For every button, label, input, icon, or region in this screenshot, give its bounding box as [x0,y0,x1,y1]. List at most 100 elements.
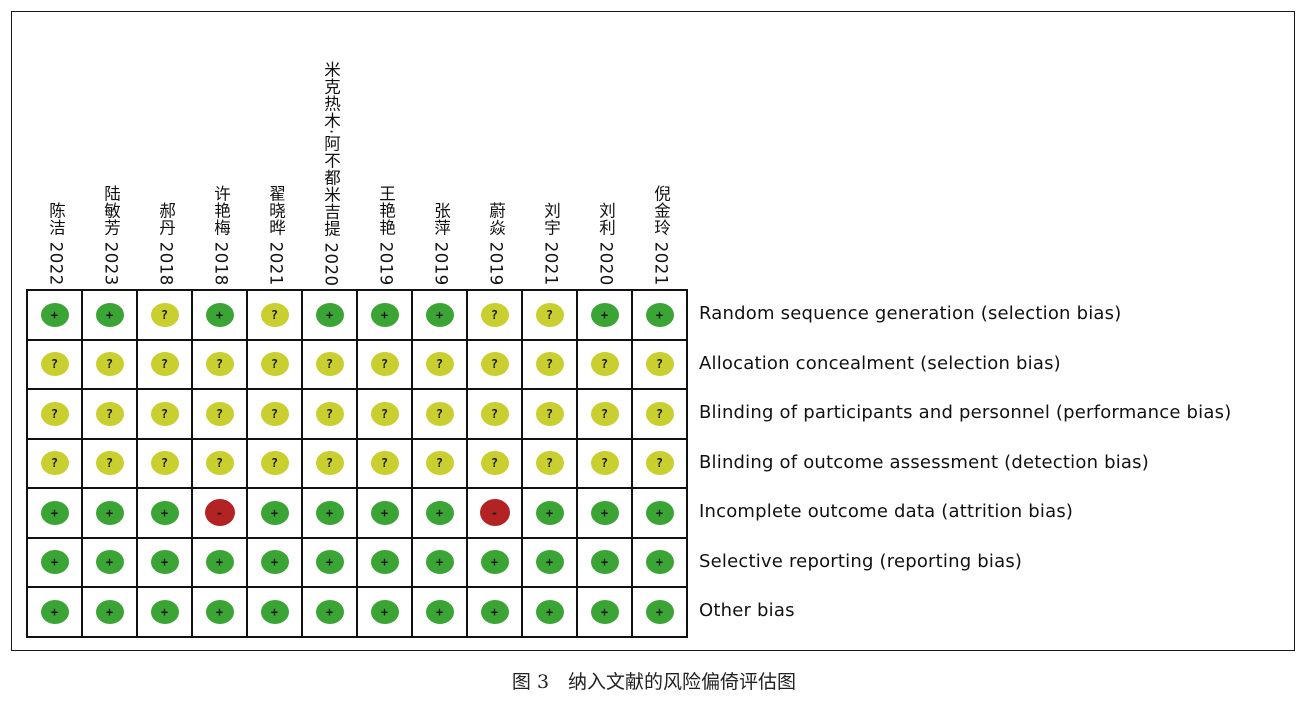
grid-cell: ? [413,340,468,390]
grid-cell: ? [248,291,303,341]
grid-cell: ? [28,340,83,390]
unclear-risk-dot: ? [205,451,234,476]
grid-cell: ? [83,340,138,390]
unclear-risk-dot: ? [315,401,344,426]
unclear-risk-dot: ? [260,401,289,426]
grid-cell: ? [138,439,193,489]
unclear-risk-dot: ? [370,352,399,377]
grid-cell: ? [413,439,468,489]
grid-cell: + [303,538,358,588]
unclear-risk-dot: ? [150,302,179,327]
study-headers: 陈洁 2022 陆敏芳 2023 郝丹 2018 许艳梅 2018 翟晓晔 2021 米克… [0,0,1308,290]
low-risk-dot: + [590,500,619,525]
study-label: 刘宇 2021 [541,202,561,286]
grid-cell: ? [633,340,688,390]
study-label: 陈洁 2022 [46,202,66,286]
low-risk-dot: + [535,500,564,525]
low-risk-dot: + [150,500,179,525]
low-risk-dot: + [370,599,399,624]
unclear-risk-dot: ? [590,451,619,476]
low-risk-dot: + [370,302,399,327]
grid-cell: + [468,588,523,638]
domain-label: Blinding of outcome assessment (detectio… [699,451,1149,473]
study-label: 刘利 2020 [596,202,616,286]
low-risk-dot: + [645,302,674,327]
low-risk-dot: + [590,599,619,624]
low-risk-dot: + [645,500,674,525]
study-header: 翟晓晔 2021 [264,0,288,286]
grid-cell: ? [523,390,578,440]
grid-cell: + [248,588,303,638]
study-header: 刘利 2020 [594,0,618,286]
low-risk-dot: + [150,550,179,575]
study-header: 郝丹 2018 [154,0,178,286]
domain-label: Blinding of participants and personnel (… [699,402,1232,424]
grid-cell: + [523,588,578,638]
low-risk-dot: + [535,550,564,575]
low-risk-dot: + [645,550,674,575]
unclear-risk-dot: ? [645,401,674,426]
grid-cell: + [28,588,83,638]
grid-cell: + [358,291,413,341]
study-label: 王艳艳 2019 [376,185,396,286]
grid-cell: ? [358,439,413,489]
unclear-risk-dot: ? [480,401,509,426]
study-header: 刘宇 2021 [539,0,563,286]
unclear-risk-dot: ? [425,352,454,377]
risk-of-bias-grid: + +? +? + + +?? + +????????????????????????????… [26,289,688,638]
unclear-risk-dot: ? [590,352,619,377]
study-header: 陆敏芳 2023 [99,0,123,286]
grid-cell: + [303,588,358,638]
grid-cell: + [413,291,468,341]
low-risk-dot: + [205,550,234,575]
grid-cell: + [83,538,138,588]
grid-cell: ? [138,390,193,440]
grid-cell: + [28,291,83,341]
domain-labels: Random sequence generation (selection bi… [699,289,1231,636]
unclear-risk-dot: ? [425,451,454,476]
low-risk-dot: + [315,500,344,525]
grid-cell: ? [193,340,248,390]
low-risk-dot: + [150,599,179,624]
low-risk-dot: + [40,550,69,575]
unclear-risk-dot: ? [480,302,509,327]
grid-cell: + [303,489,358,539]
grid-cell: ? [28,439,83,489]
study-header: 张萍 2019 [429,0,453,286]
unclear-risk-dot: ? [150,451,179,476]
domain-label: Random sequence generation (selection bi… [699,303,1122,325]
grid-cell: + [358,538,413,588]
low-risk-dot: + [590,550,619,575]
grid-cell: + [578,489,633,539]
grid-cell: ? [523,439,578,489]
study-header: 陈洁 2022 [44,0,68,286]
grid-cell: ? [193,390,248,440]
study-label: 米克热木·阿不都米吉提 2020 [321,60,341,286]
unclear-risk-dot: ? [95,352,124,377]
grid-cell: + [633,291,688,341]
grid-cell: ? [468,291,523,341]
low-risk-dot: + [95,550,124,575]
grid-cell: ? [248,390,303,440]
grid-cell: + [83,291,138,341]
low-risk-dot: + [40,302,69,327]
grid-cell: ? [83,439,138,489]
grid-cell: ? [578,390,633,440]
grid-cell: - [193,489,248,539]
grid-cell: + [28,489,83,539]
unclear-risk-dot: ? [645,451,674,476]
high-risk-dot: - [204,499,235,527]
unclear-risk-dot: ? [260,302,289,327]
unclear-risk-dot: ? [40,451,69,476]
unclear-risk-dot: ? [205,352,234,377]
low-risk-dot: + [260,550,289,575]
grid-cell: + [138,588,193,638]
study-label: 陆敏芳 2023 [101,185,121,286]
low-risk-dot: + [205,599,234,624]
low-risk-dot: + [95,302,124,327]
unclear-risk-dot: ? [480,352,509,377]
low-risk-dot: + [645,599,674,624]
grid-cell: ? [303,390,358,440]
low-risk-dot: + [40,599,69,624]
grid-cell: ? [523,340,578,390]
